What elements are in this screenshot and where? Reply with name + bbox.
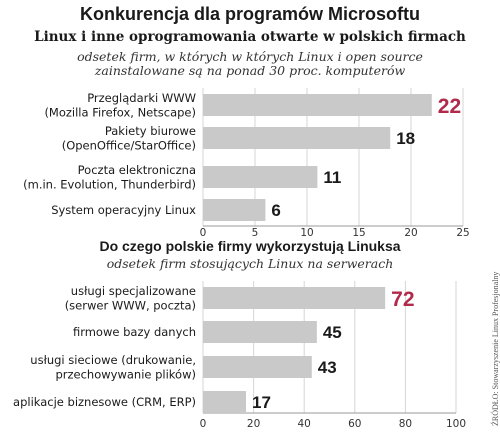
chart2-value-label: 72 [391, 288, 414, 311]
chart1-category-label: Przeglądarki WWW [87, 91, 196, 105]
chart1-category-label: Poczta elektroniczna [78, 163, 196, 177]
chart1-subtitle-line: odsetek firm, w których w których Linux … [77, 49, 423, 64]
chart1-value-label: 6 [271, 201, 280, 220]
chart1-tick-label: 25 [456, 227, 469, 239]
chart2-value-label: 17 [252, 393, 271, 412]
chart2-tick-label: 40 [298, 418, 311, 430]
chart1-bar [203, 166, 318, 188]
chart1-value-label: 11 [323, 168, 341, 187]
chart1-tick-label: 0 [200, 227, 207, 239]
chart2-title: Do czego polskie firmy wykorzystują Linu… [99, 238, 401, 254]
chart1-category-label: (OpenOffice/StarOffice) [62, 138, 196, 152]
chart2-category-label: usługi specjalizowane [71, 284, 196, 298]
chart2-tick-label: 80 [399, 418, 412, 430]
chart2-value-label: 43 [318, 358, 337, 377]
chart1-subtitle-line: zainstalowane są na ponad 30 proc. kompu… [94, 63, 406, 78]
chart2-bar [203, 287, 386, 309]
chart2-tick-label: 20 [247, 418, 260, 430]
chart2-tick-label: 0 [200, 418, 207, 430]
chart1-value-label: 22 [438, 95, 461, 118]
chart1-tick-label: 10 [300, 227, 313, 239]
chart1-category-label: (m.in. Evolution, Thunderbird) [23, 177, 196, 191]
chart2-category-label: aplikacje biznesowe (CRM, ERP) [13, 395, 196, 409]
chart2-bar [203, 321, 317, 343]
chart2-value-label: 45 [323, 323, 342, 342]
chart1-bar [203, 94, 432, 116]
chart1-title: Linux i inne oprogramowania otwarte w po… [34, 29, 466, 45]
chart2-bar [203, 391, 247, 413]
chart1-category-label: System operacyjny Linux [51, 203, 196, 217]
chart1-tick-label: 15 [352, 227, 365, 239]
chart1-bar [203, 199, 266, 221]
chart2-category-label: (serwer WWW, poczta) [65, 298, 196, 312]
chart1-tick-label: 20 [404, 227, 417, 239]
chart2-tick-label: 60 [348, 418, 361, 430]
chart2-category-label: przechowywanie plików) [55, 367, 196, 381]
chart2-tick-label: 100 [446, 418, 466, 430]
page-title: Konkurencja dla programów Microsoftu [79, 4, 421, 24]
chart1-bar [203, 127, 391, 149]
chart2-bar [203, 356, 312, 378]
chart2-category-label: firmowe bazy danych [73, 325, 196, 339]
chart1-subtitle: odsetek firm, w których w których Linux … [0, 50, 500, 78]
chart1-category-label: (Mozilla Firefox, Netscape) [44, 105, 196, 119]
chart1-value-label: 18 [396, 129, 415, 148]
chart1-category-label: Pakiety biurowe [105, 124, 196, 138]
chart1-tick-label: 5 [252, 227, 259, 239]
chart2-category-label: usługi sieciowe (drukowanie, [30, 353, 196, 367]
chart2-subtitle: odsetek firm stosujących Linux na serwer… [106, 256, 394, 271]
